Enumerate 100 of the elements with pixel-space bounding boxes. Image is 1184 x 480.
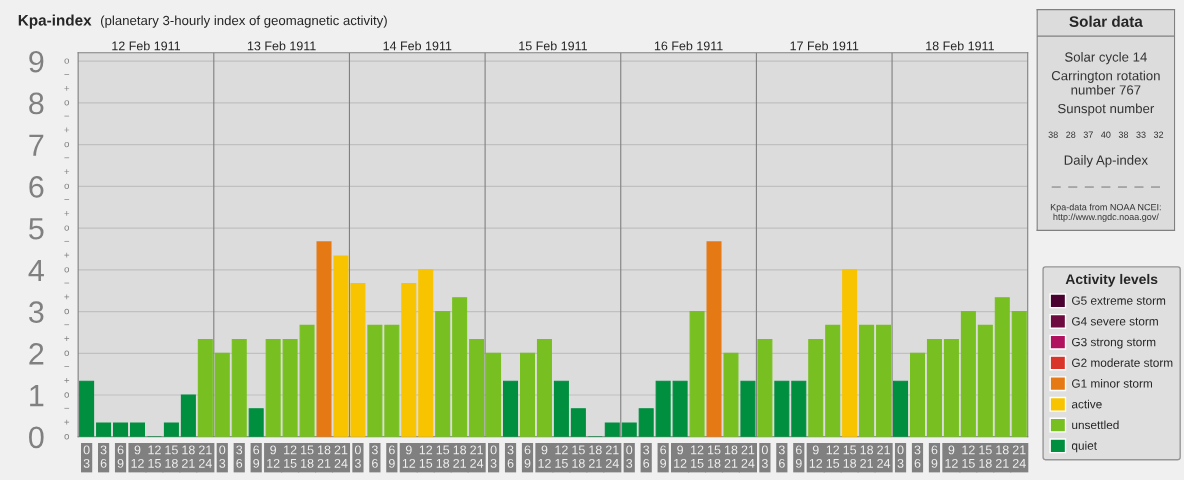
y-tick-label: 4: [28, 259, 44, 281]
text: −: [64, 115, 70, 117]
x-tick-label: 6 9: [931, 445, 938, 468]
text: +: [64, 252, 70, 258]
x-tick-label: 6 9: [660, 445, 667, 468]
x-tick-label: 3 6: [371, 445, 378, 468]
text: +: [64, 378, 70, 383]
x-tick-label: 0 3: [219, 445, 226, 468]
x-tick-label: 9 12: [402, 445, 416, 468]
x-tick-label: 21 24: [334, 445, 348, 468]
x-tick-label: 3 6: [236, 445, 243, 468]
text: Solar data: [1069, 15, 1143, 27]
y-tick-label: 3: [28, 301, 44, 323]
x-tick-label: 3 6: [100, 445, 107, 468]
x-tick-label: 15 18: [165, 445, 178, 468]
x-tick-label: 12 15: [826, 445, 840, 468]
x-tick-label: 9 12: [267, 445, 280, 468]
text: o: [64, 308, 70, 315]
x-tick-label: 6 9: [253, 445, 260, 468]
text: +: [64, 294, 70, 300]
text: 16 Feb 1911: [654, 41, 723, 51]
text: Daily Ap-index: [1064, 155, 1148, 168]
x-tick-label: 21 24: [470, 445, 484, 468]
text: o: [64, 225, 70, 231]
text: 13 Feb 1911: [247, 41, 316, 51]
text: +: [64, 127, 70, 133]
text: o: [64, 58, 70, 64]
x-tick-label: 18 21: [182, 445, 195, 468]
x-tick-label: 3 6: [778, 445, 785, 468]
text: Carrington rotation number 767: [1051, 70, 1160, 95]
x-tick-label: 15 18: [979, 445, 992, 468]
x-tick-label: 12 15: [419, 445, 433, 468]
x-tick-label: 6 9: [524, 445, 531, 468]
text: −: [64, 324, 70, 326]
text: 12 Feb 1911: [112, 41, 180, 51]
x-tick-label: 12 15: [284, 445, 297, 468]
text: −: [64, 199, 70, 200]
text: 38 28 37 40 38 33 32: [1048, 131, 1164, 138]
legend-label: G1 minor storm: [1072, 379, 1152, 388]
text: +: [64, 85, 70, 91]
x-tick-label: 9 12: [131, 445, 144, 468]
x-tick-label: 12 15: [148, 445, 161, 468]
x-tick-label: 0 3: [761, 445, 768, 468]
x-tick-label: 0 3: [626, 445, 633, 468]
legend-label: G4 severe storm: [1072, 317, 1158, 326]
text: o: [64, 183, 70, 189]
x-tick-label: 15 18: [572, 445, 585, 468]
text: o: [64, 141, 70, 148]
text: Kpa-data from NOAA NCEI: http://www.ngdc.noaa.gov/: [1050, 203, 1161, 222]
legend-label: G3 strong storm: [1072, 337, 1156, 349]
text: o: [64, 267, 70, 273]
x-tick-label: 21 24: [1012, 445, 1026, 468]
text: −: [64, 366, 70, 367]
text: o: [64, 350, 70, 356]
y-tick-label: 7: [29, 134, 44, 156]
y-tick-label: 0: [29, 426, 44, 449]
text: Solar cycle 14: [1065, 52, 1147, 65]
x-tick-label: 15 18: [843, 445, 857, 468]
x-tick-label: 6 9: [795, 445, 802, 468]
x-tick-label: 6 9: [388, 445, 395, 468]
legend-label: unsettled: [1072, 420, 1119, 430]
x-tick-label: 9 12: [674, 445, 687, 468]
x-tick-label: 18 21: [724, 445, 738, 468]
x-tick-label: 18 21: [860, 445, 874, 468]
text: o: [64, 100, 70, 106]
x-tick-label: 9 12: [809, 445, 823, 468]
text: −: [64, 157, 70, 159]
x-tick-label: 12 15: [691, 445, 704, 468]
text: +: [64, 211, 70, 216]
text: +: [64, 419, 70, 425]
y-tick-label: 1: [30, 385, 44, 407]
text: o: [64, 434, 70, 440]
x-tick-label: 18 21: [995, 445, 1009, 468]
text: −: [64, 240, 70, 242]
x-tick-label: 12 15: [962, 445, 975, 468]
x-tick-label: 9 12: [945, 445, 958, 468]
x-tick-label: 0 3: [354, 445, 361, 468]
text: +: [64, 169, 70, 175]
x-tick-label: 0 3: [83, 445, 90, 468]
x-tick-label: 15 18: [436, 445, 450, 468]
x-tick-label: 18 21: [453, 445, 467, 468]
x-tick-label: 18 21: [317, 445, 331, 468]
x-tick-label: 18 21: [589, 445, 602, 468]
chart-subtitle: (planetary 3-hourly index of geomagnetic activity): [100, 15, 387, 28]
x-tick-label: 21 24: [199, 445, 212, 468]
text: +: [64, 336, 70, 342]
x-tick-label: 9 12: [538, 445, 551, 468]
y-tick-label: 2: [29, 343, 44, 365]
x-tick-label: 21 24: [877, 445, 891, 468]
text: 15 Feb 1911: [519, 41, 587, 51]
legend-label: quiet: [1071, 441, 1097, 453]
text: 17 Feb 1911: [790, 41, 859, 51]
chart-title: Kpa-index: [18, 14, 92, 29]
text: −: [64, 407, 70, 409]
text: −: [64, 74, 70, 75]
text: o: [64, 392, 70, 398]
x-tick-label: 3 6: [507, 445, 514, 468]
legend-label: active: [1071, 399, 1102, 409]
text: Sunspot number: [1058, 103, 1155, 116]
x-tick-label: 12 15: [555, 445, 568, 468]
